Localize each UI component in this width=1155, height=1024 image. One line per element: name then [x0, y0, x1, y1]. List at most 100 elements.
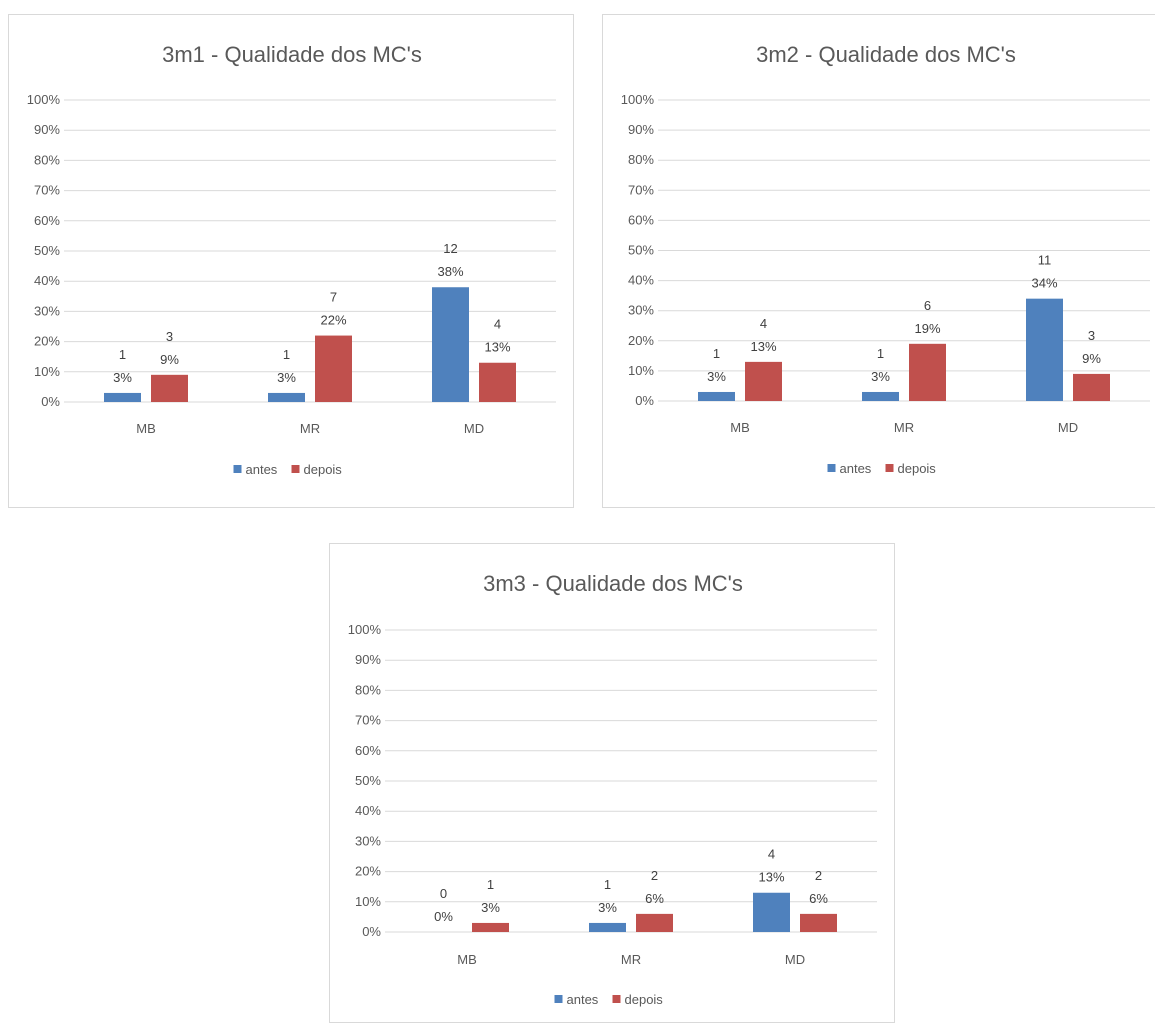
- legend-label-depois: depois: [625, 992, 664, 1007]
- data-label-count: 4: [760, 316, 767, 331]
- data-label-count: 1: [283, 347, 290, 362]
- legend-swatch-antes: [233, 465, 242, 473]
- bar-depois-mb: [745, 361, 782, 401]
- bar-antes-mb: [698, 391, 735, 401]
- legend-label-antes: antes: [246, 462, 278, 477]
- bar-antes-mr: [589, 922, 626, 932]
- y-tick-label: 40%: [628, 273, 654, 288]
- y-tick-label: 80%: [355, 682, 381, 697]
- data-label-count: 3: [166, 329, 173, 344]
- data-label-count: 1: [487, 877, 494, 892]
- y-tick-label: 70%: [355, 713, 381, 728]
- y-tick-label: 60%: [34, 213, 60, 228]
- data-label-count: 1: [713, 346, 720, 361]
- bar-antes-md: [1026, 298, 1063, 401]
- x-category-label: MB: [136, 421, 156, 436]
- data-label-percent: 13%: [750, 339, 776, 354]
- chart-title: 3m2 - Qualidade dos MC's: [756, 42, 1016, 67]
- y-tick-label: 40%: [355, 803, 381, 818]
- chart-title: 3m3 - Qualidade dos MC's: [483, 571, 743, 596]
- bar-depois-md: [479, 362, 516, 402]
- bar-antes-mb: [104, 392, 141, 402]
- y-tick-label: 100%: [27, 92, 61, 107]
- legend-swatch-depois: [291, 465, 300, 473]
- data-label-count: 4: [494, 317, 501, 332]
- legend-label-depois: depois: [898, 461, 937, 476]
- bar-depois-md: [1073, 373, 1110, 401]
- y-tick-label: 20%: [355, 864, 381, 879]
- legend-swatch-depois: [612, 995, 621, 1003]
- data-label-count: 1: [604, 877, 611, 892]
- x-category-label: MB: [730, 420, 750, 435]
- y-tick-label: 0%: [362, 924, 381, 939]
- y-tick-label: 80%: [628, 152, 654, 167]
- data-label-count: 11: [1038, 253, 1052, 268]
- legend: antes depois: [554, 992, 664, 1007]
- data-label-percent: 3%: [277, 370, 296, 385]
- y-tick-label: 90%: [34, 122, 60, 137]
- y-tick-label: 60%: [628, 212, 654, 227]
- bar-antes-mr: [862, 391, 899, 401]
- chart-panel-3m2: 3m2 - Qualidade dos MC's 0% 10% 20% 30% 40% 50…: [602, 14, 1155, 508]
- bar-depois-mr: [315, 335, 352, 402]
- y-tick-label: 10%: [34, 364, 60, 379]
- y-tick-label: 20%: [628, 333, 654, 348]
- y-tick-label: 70%: [34, 183, 60, 198]
- y-tick-label: 20%: [34, 334, 60, 349]
- legend-swatch-antes: [554, 995, 563, 1003]
- data-label-count: 4: [768, 847, 775, 862]
- legend-swatch-antes: [827, 464, 836, 472]
- bar-depois-mr: [909, 343, 946, 401]
- bar-antes-mr: [268, 392, 305, 402]
- data-label-percent: 3%: [598, 900, 617, 915]
- y-tick-label: 10%: [628, 363, 654, 378]
- chart-3m2: 3m2 - Qualidade dos MC's 0% 10% 20% 30% 40% 50…: [621, 42, 1150, 476]
- legend-label-depois: depois: [304, 462, 343, 477]
- chart-panel-3m1: 3m1 - Qualidade dos MC's 0% 10% 20% 30% 40% 50…: [8, 14, 574, 508]
- y-tick-label: 100%: [348, 622, 382, 637]
- y-tick-label: 30%: [355, 833, 381, 848]
- bar-depois-md: [800, 913, 837, 932]
- legend-label-antes: antes: [840, 461, 872, 476]
- legend-swatch-depois: [885, 464, 894, 472]
- y-tick-label: 10%: [355, 894, 381, 909]
- chart-title: 3m1 - Qualidade dos MC's: [162, 42, 422, 67]
- y-tick-label: 30%: [628, 303, 654, 318]
- y-tick-label: 90%: [355, 652, 381, 667]
- data-label-count: 1: [877, 346, 884, 361]
- y-tick-label: 50%: [628, 243, 654, 258]
- bar-depois-mb: [472, 922, 509, 932]
- x-category-label: MR: [894, 420, 914, 435]
- chart-panel-3m3: 3m3 - Qualidade dos MC's 0% 10% 20% 30% 40% 50…: [329, 543, 895, 1023]
- bar-antes-md: [432, 287, 469, 402]
- y-tick-label: 100%: [621, 92, 655, 107]
- x-category-label: MD: [785, 952, 805, 967]
- data-label-count: 0: [440, 886, 447, 901]
- data-label-percent: 3%: [707, 369, 726, 384]
- chart-3m3: 3m3 - Qualidade dos MC's 0% 10% 20% 30% 40% 50…: [348, 571, 877, 1007]
- data-label-percent: 34%: [1031, 276, 1057, 291]
- y-tick-label: 80%: [34, 152, 60, 167]
- data-label-percent: 13%: [758, 870, 784, 885]
- y-tick-label: 50%: [34, 243, 60, 258]
- data-label-percent: 19%: [914, 321, 940, 336]
- data-label-count: 7: [330, 290, 337, 305]
- y-tick-label: 50%: [355, 773, 381, 788]
- data-label-percent: 3%: [871, 369, 890, 384]
- data-label-count: 1: [119, 347, 126, 362]
- data-label-percent: 9%: [1082, 351, 1101, 366]
- y-tick-label: 60%: [355, 743, 381, 758]
- chart-3m1: 3m1 - Qualidade dos MC's 0% 10% 20% 30% 40% 50…: [27, 42, 556, 477]
- y-tick-label: 30%: [34, 303, 60, 318]
- data-label-count: 12: [443, 241, 457, 256]
- data-label-percent: 38%: [437, 264, 463, 279]
- data-label-percent: 3%: [481, 900, 500, 915]
- y-tick-label: 0%: [41, 394, 60, 409]
- y-tick-label: 70%: [628, 182, 654, 197]
- x-category-label: MD: [464, 421, 484, 436]
- legend: antes depois: [233, 462, 343, 477]
- data-label-count: 6: [924, 298, 931, 313]
- data-label-percent: 13%: [484, 340, 510, 355]
- x-category-label: MR: [621, 952, 641, 967]
- x-category-label: MB: [457, 952, 477, 967]
